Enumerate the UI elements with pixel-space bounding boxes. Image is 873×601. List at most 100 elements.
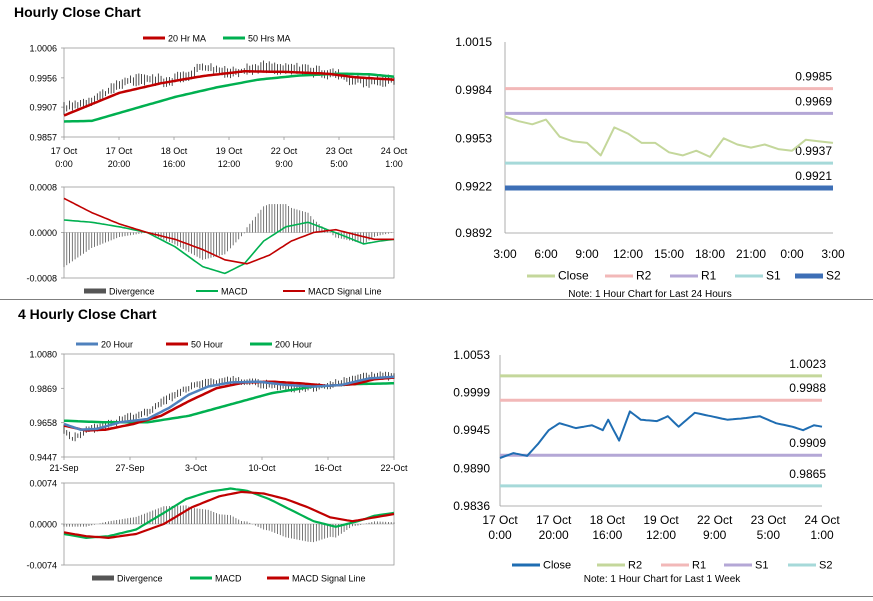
four-hourly-pivots-xtick-label: 5:00	[757, 528, 781, 542]
hourly-pivots-ytick-label: 1.0015	[455, 35, 492, 49]
four-hourly-pivots-ytick-label: 0.9890	[453, 461, 490, 475]
four-hourly-macd-legend-label: Divergence	[117, 574, 163, 584]
four-hourly-pivots-xtick-label: 9:00	[703, 528, 727, 542]
hourly-macd-legend-label: MACD	[221, 287, 248, 297]
four-hourly-pivots-xtick-label: 17 Oct	[536, 513, 572, 527]
hourly-macd-legend-label: MACD Signal Line	[308, 287, 382, 297]
four-hourly-ma-ytick-label: 0.9447	[29, 453, 57, 463]
hourly-pivots-level-label: 0.9937	[795, 144, 832, 158]
four-hourly-pivots-xtick-label: 20:00	[539, 528, 569, 542]
four-hourly-ma-xtick-label: 27-Sep	[115, 463, 144, 473]
four-hourly-pivots-ytick-label: 0.9945	[453, 423, 490, 437]
section-title-4-hourly: 4 Hourly Close Chart	[18, 306, 157, 322]
hourly-pivots-xtick-label: 18:00	[695, 247, 725, 261]
four-hourly-pivots-xtick-label: 12:00	[646, 528, 676, 542]
four-hourly-ma-20hr-line	[63, 375, 395, 431]
hourly-macd-ytick-label: 0.0008	[29, 183, 57, 193]
four-hourly-pivots-xtick-label: 23 Oct	[751, 513, 787, 527]
hourly-ma-ytick-label: 0.9857	[29, 133, 57, 143]
four-hourly-pivots-xtick-label: 19 Oct	[643, 513, 679, 527]
four-hourly-pivots-xtick-label: 24 Oct	[804, 513, 840, 527]
hourly-pivots-level-label: 0.9985	[795, 70, 832, 84]
hourly-macd-signal-line	[63, 197, 394, 265]
four-hourly-pivots-ytick-label: 0.9836	[453, 499, 490, 513]
four-hourly-pivots-xtick-label: 1:00	[810, 528, 834, 542]
hourly-pivots-xtick-label: 9:00	[575, 247, 599, 261]
four-hourly-ma-ytick-label: 0.9658	[29, 418, 57, 428]
hourly-ma-plot-frame	[63, 47, 395, 138]
hourly-pivots-xtick-label: 6:00	[534, 247, 558, 261]
hourly-ma-xtick-label: 0:00	[55, 159, 73, 169]
hourly-ma-xtick-label: 17 Oct	[106, 146, 133, 156]
four-hourly-pivots-level-label: 0.9909	[789, 436, 826, 450]
hourly-ma-ytick-label: 0.9907	[29, 103, 57, 113]
hourly-ma-xtick-label: 24 Oct	[381, 146, 408, 156]
four-hourly-pivots-legend-label: S1	[755, 560, 768, 572]
four-hourly-pivots-xtick-label: 17 Oct	[482, 513, 518, 527]
four-hourly-pivots-legend-label: R2	[628, 560, 642, 572]
four-hourly-pivots-level-label: 0.9865	[789, 467, 826, 481]
hourly-ma-xtick-label: 19 Oct	[216, 146, 243, 156]
four-hourly-ma-xtick-label: 16-Oct	[314, 463, 342, 473]
hourly-pivots-xtick-label: 15:00	[654, 247, 684, 261]
four-hourly-ma-xtick-label: 10-Oct	[248, 463, 276, 473]
four-hourly-ma-xtick-label: 3-Oct	[185, 463, 208, 473]
hourly-pivots-close-line	[504, 115, 834, 158]
hourly-ma-xtick-label: 17 Oct	[51, 146, 78, 156]
section-title-hourly: Hourly Close Chart	[14, 4, 141, 20]
hourly-ma-legend-label: 50 Hrs MA	[248, 34, 291, 44]
four-hourly-pivots-xtick-label: 18 Oct	[590, 513, 626, 527]
four-hourly-pivots-legend-label: S2	[819, 560, 832, 572]
hourly-ma-xtick-label: 5:00	[330, 159, 348, 169]
hourly-ma-xtick-label: 9:00	[275, 159, 293, 169]
four-hourly-ma-xtick-label: 21-Sep	[49, 463, 78, 473]
four-hourly-macd-ytick-label: 0.0074	[29, 479, 57, 489]
hourly-ma-xtick-label: 16:00	[163, 159, 186, 169]
four-hourly-pivots-xtick-label: 0:00	[488, 528, 512, 542]
four-hourly-pivots-ytick-label: 1.0053	[453, 348, 490, 362]
four-hourly-pivots-ytick-label: 0.9999	[453, 386, 490, 400]
hourly-pivots-ytick-label: 0.9984	[455, 83, 492, 97]
four-hourly-pivots-level-label: 1.0023	[789, 357, 826, 371]
four-hourly-ma-legend-label: 50 Hour	[191, 340, 223, 350]
four-hourly-pivots-level-label: 0.9988	[789, 381, 826, 395]
hourly-ma-xtick-label: 1:00	[385, 159, 403, 169]
four-hourly-pivots-xtick-label: 16:00	[592, 528, 622, 542]
four-hourly-pivots-legend-label: R1	[692, 560, 706, 572]
four-hourly-macd-legend-label: MACD	[215, 574, 242, 584]
four-hourly-ma-ytick-label: 1.0080	[29, 350, 57, 360]
hourly-macd-ytick-label: 0.0000	[29, 228, 57, 238]
hourly-pivots-legend-label: R2	[636, 269, 652, 283]
hourly-pivots-xtick-label: 3:00	[821, 247, 845, 261]
four-hourly-pivots-legend-label: Close	[543, 560, 571, 572]
hourly-pivots-ytick-label: 0.9922	[455, 179, 492, 193]
hourly-pivots-legend-label: S1	[766, 269, 781, 283]
hourly-pivots-xtick-label: 21:00	[736, 247, 766, 261]
four-hourly-ma-legend-label: 200 Hour	[275, 340, 312, 350]
hourly-pivots-xtick-label: 0:00	[780, 247, 804, 261]
hourly-pivots-ytick-label: 0.9892	[455, 226, 492, 240]
four-hourly-ma-200hr-line	[63, 382, 394, 424]
hourly-pivots-level-label: 0.9921	[795, 169, 832, 183]
hourly-pivots-legend-label: Close	[558, 269, 589, 283]
hourly-ma-xtick-label: 22 Oct	[271, 146, 298, 156]
hourly-ma-xtick-label: 23 Oct	[326, 146, 353, 156]
four-hourly-macd-ytick-label: -0.0074	[26, 561, 57, 571]
hourly-pivots-xtick-label: 3:00	[493, 247, 517, 261]
four-hourly-macd-legend-label: MACD Signal Line	[292, 574, 366, 584]
section-divider	[0, 299, 873, 300]
four-hourly-pivots-xtick-label: 22 Oct	[697, 513, 733, 527]
four-hourly-pivots-note: Note: 1 Hour Chart for Last 1 Week	[584, 574, 742, 585]
four-hourly-ma-xtick-label: 22-Oct	[380, 463, 408, 473]
hourly-pivots-ytick-label: 0.9953	[455, 131, 492, 145]
hourly-pivots-legend-label: R1	[701, 269, 717, 283]
hourly-pivots-legend-label: S2	[826, 269, 841, 283]
hourly-macd-legend-label: Divergence	[109, 287, 155, 297]
hourly-pivots-level-label: 0.9969	[795, 94, 832, 108]
four-hourly-ma-legend-label: 20 Hour	[101, 340, 133, 350]
hourly-pivots-note: Note: 1 Hour Chart for Last 24 Hours	[568, 289, 731, 300]
hourly-ma-xtick-label: 18 Oct	[161, 146, 188, 156]
hourly-macd-macd-line	[63, 219, 395, 275]
four-hourly-macd-macd-line	[63, 487, 395, 540]
